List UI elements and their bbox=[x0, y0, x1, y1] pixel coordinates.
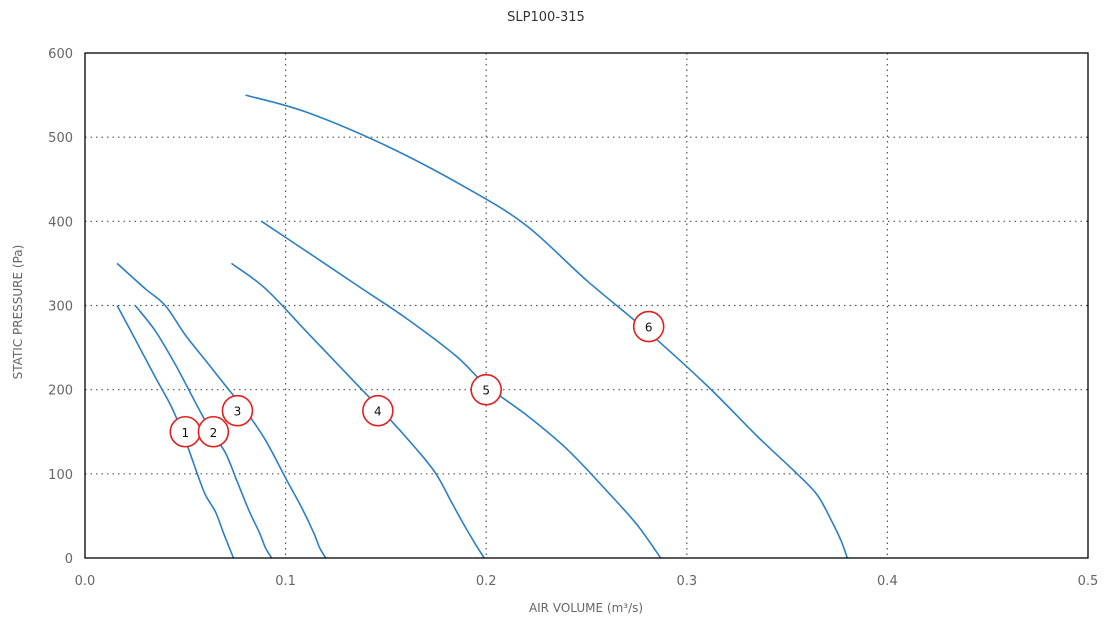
marker-label: 1 bbox=[181, 426, 189, 440]
x-tick-label: 0.3 bbox=[676, 574, 697, 589]
marker-label: 3 bbox=[234, 405, 242, 419]
y-axis-label: STATIC PRESSURE (Pa) bbox=[11, 245, 25, 380]
marker-label: 4 bbox=[374, 405, 382, 419]
curve-5 bbox=[261, 220, 662, 559]
x-tick-label: 0.0 bbox=[75, 574, 96, 589]
y-tick-label: 400 bbox=[48, 215, 73, 230]
y-tick-label: 500 bbox=[48, 131, 73, 146]
y-tick-label: 200 bbox=[48, 384, 73, 399]
marker-circle bbox=[470, 373, 503, 406]
x-tick-label: 0.1 bbox=[275, 574, 296, 589]
chart-title: SLP100-315 bbox=[507, 10, 585, 25]
marker-label: 2 bbox=[210, 426, 218, 440]
curve-marker-2: 2 bbox=[197, 415, 230, 448]
curve-marker-5: 5 bbox=[470, 373, 503, 406]
curves bbox=[116, 94, 849, 559]
curve-markers: 1 2 3 4 5 6 bbox=[169, 310, 665, 448]
marker-circle bbox=[197, 415, 230, 448]
y-tick-labels: 0 100 200 300 400 500 600 bbox=[48, 47, 73, 567]
curve-3 bbox=[116, 262, 327, 559]
curve-marker-1: 1 bbox=[169, 415, 202, 448]
y-tick-label: 0 bbox=[65, 552, 73, 567]
curve-1 bbox=[116, 305, 235, 559]
marker-circle bbox=[632, 310, 665, 343]
marker-label: 6 bbox=[645, 321, 653, 335]
x-axis-label: AIR VOLUME (m³/s) bbox=[529, 601, 643, 615]
x-tick-label: 0.4 bbox=[877, 574, 898, 589]
curve-marker-6: 6 bbox=[632, 310, 665, 343]
curve-4 bbox=[230, 262, 485, 559]
marker-circle bbox=[221, 394, 254, 427]
plot-frame bbox=[84, 52, 1089, 559]
curve-2 bbox=[134, 305, 273, 559]
grid bbox=[85, 53, 1088, 558]
marker-label: 5 bbox=[482, 384, 490, 398]
y-tick-label: 300 bbox=[48, 300, 73, 315]
marker-circle bbox=[362, 394, 394, 427]
x-tick-label: 0.5 bbox=[1078, 574, 1099, 589]
y-tick-label: 100 bbox=[48, 468, 73, 483]
curve-marker-3: 3 bbox=[221, 394, 254, 427]
x-tick-label: 0.2 bbox=[476, 574, 497, 589]
curve-6 bbox=[245, 94, 849, 559]
curve-marker-4: 4 bbox=[362, 394, 394, 427]
x-tick-labels: 0.0 0.1 0.2 0.3 0.4 0.5 bbox=[75, 574, 1099, 589]
y-tick-label: 600 bbox=[48, 47, 73, 62]
